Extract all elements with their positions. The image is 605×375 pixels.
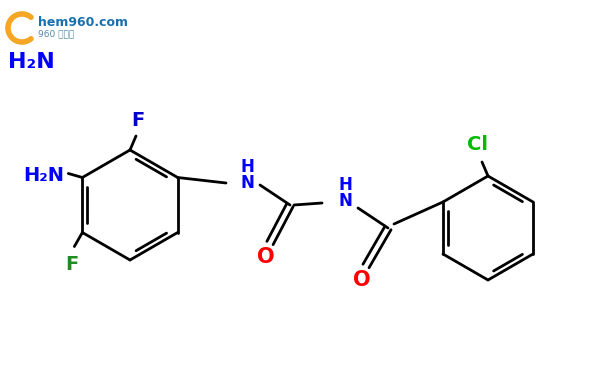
- Text: F: F: [131, 111, 145, 130]
- Text: H₂N: H₂N: [8, 52, 54, 72]
- Text: hem960.com: hem960.com: [38, 15, 128, 28]
- Text: F: F: [66, 255, 79, 273]
- Text: H
N: H N: [240, 158, 254, 192]
- Text: O: O: [257, 247, 275, 267]
- Text: O: O: [353, 270, 371, 290]
- Text: Cl: Cl: [468, 135, 488, 154]
- Text: 960 化工网: 960 化工网: [38, 30, 74, 39]
- Text: H
N: H N: [338, 176, 352, 210]
- Text: H₂N: H₂N: [24, 166, 64, 185]
